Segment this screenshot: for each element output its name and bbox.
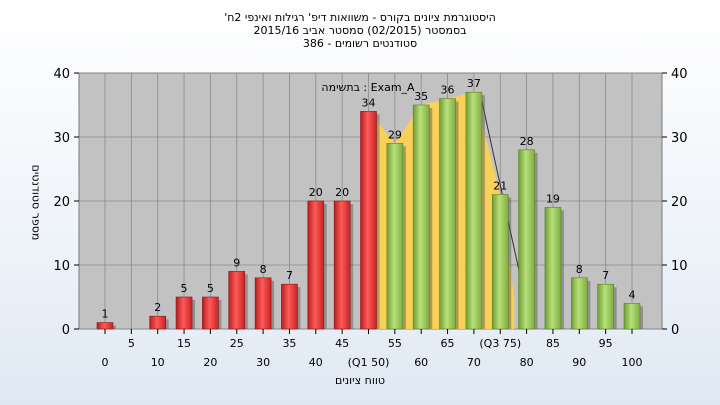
x-tick-label: 5 xyxy=(128,337,135,350)
bar-(Q1 50) xyxy=(360,111,377,330)
bar-65 xyxy=(439,98,456,330)
data-label: 5 xyxy=(181,282,188,295)
x-tick-label: 20 xyxy=(203,356,217,369)
data-label: 19 xyxy=(546,192,560,205)
y-tick-label-left: 0 xyxy=(62,323,70,338)
y-tick-label-right: 40 xyxy=(671,67,688,82)
data-label: 34 xyxy=(362,96,376,109)
bar-(Q3 75) xyxy=(491,194,509,330)
x-tick-label: 95 xyxy=(599,337,613,350)
data-label: 20 xyxy=(335,186,349,199)
chart-title-line-3: סטודנטים רשומים - 386 xyxy=(302,37,418,50)
x-tick-label: 45 xyxy=(335,337,349,350)
y-tick-label-right: 10 xyxy=(671,259,688,274)
data-label: 29 xyxy=(388,128,402,141)
data-label: 7 xyxy=(602,269,609,282)
x-tick-label: 25 xyxy=(230,337,244,350)
bar-95 xyxy=(597,283,614,330)
data-label: 7 xyxy=(286,269,293,282)
bar-30 xyxy=(254,277,272,330)
bar-10 xyxy=(149,315,166,330)
data-label: 8 xyxy=(260,263,267,276)
bar-0 xyxy=(96,322,114,330)
x-tick-label: (Q3 75) xyxy=(479,337,521,350)
bar-40 xyxy=(307,200,325,330)
annotation-text: בתשימה : Exam_A xyxy=(321,81,415,94)
bar-55 xyxy=(386,143,404,330)
data-label: 37 xyxy=(467,77,481,90)
y-tick-label-right: 30 xyxy=(671,131,688,146)
bars-layer xyxy=(96,91,643,330)
y-axis-label: מספר סטודנטים xyxy=(29,164,43,241)
x-tick-label: 100 xyxy=(622,356,643,369)
data-label: 4 xyxy=(629,288,636,301)
bar-90 xyxy=(570,277,588,330)
bar-60 xyxy=(412,104,430,330)
bar-20 xyxy=(202,296,219,330)
bar-80 xyxy=(518,149,535,330)
x-tick-label: 70 xyxy=(467,356,481,369)
y-tick-label-right: 0 xyxy=(671,323,679,338)
y-tick-label-left: 30 xyxy=(53,131,70,146)
bar-45 xyxy=(333,200,351,330)
x-tick-label: 65 xyxy=(441,337,455,350)
x-tick-label: 35 xyxy=(282,337,296,350)
labels-layer: 1 2 5 5 9 8 7 20 20 34 29 35 36 37 21 28 19 8 7 4 xyxy=(102,77,636,320)
chart-title-line-1: 'היסטוגרמת ציונים בקורס - משוואות דיפ' ר… xyxy=(224,11,496,24)
data-label: 35 xyxy=(414,90,428,103)
bar-35 xyxy=(281,283,298,330)
bar-100 xyxy=(623,303,641,330)
x-tick-label: 85 xyxy=(546,337,560,350)
data-label: 28 xyxy=(520,135,534,148)
x-tick-label: 10 xyxy=(151,356,165,369)
x-tick-label: 55 xyxy=(388,337,402,350)
x-tick-label: 40 xyxy=(309,356,323,369)
data-label: 20 xyxy=(309,186,323,199)
bar-25 xyxy=(228,271,246,330)
y-tick-label-left: 40 xyxy=(53,67,70,82)
data-label: 8 xyxy=(576,263,583,276)
x-tick-label: 15 xyxy=(177,337,191,350)
y-tick-label-left: 10 xyxy=(53,259,70,274)
data-label: 5 xyxy=(207,282,214,295)
data-label: 9 xyxy=(233,256,240,269)
x-tick-label: (Q1 50) xyxy=(348,356,390,369)
bar-85 xyxy=(544,207,562,330)
data-label: 2 xyxy=(154,301,161,314)
x-tick-label: 30 xyxy=(256,356,270,369)
y-tick-label-left: 20 xyxy=(53,195,70,210)
x-axis-label: טווח ציונים xyxy=(335,374,385,387)
x-tick-label: 80 xyxy=(520,356,534,369)
bar-70 xyxy=(465,91,483,330)
y-tick-label-right: 20 xyxy=(671,195,688,210)
x-tick-label: 60 xyxy=(414,356,428,369)
data-label: 36 xyxy=(441,84,455,97)
chart-title-line-2: בסמסטר (02/2015) סמסטר אביב 2015/16 xyxy=(253,24,467,37)
data-label: 21 xyxy=(493,180,507,193)
x-tick-label: 0 xyxy=(102,356,109,369)
data-label: 1 xyxy=(102,308,109,321)
iqr-edge-line xyxy=(479,92,522,278)
bar-15 xyxy=(175,296,193,330)
x-tick-label: 90 xyxy=(572,356,586,369)
